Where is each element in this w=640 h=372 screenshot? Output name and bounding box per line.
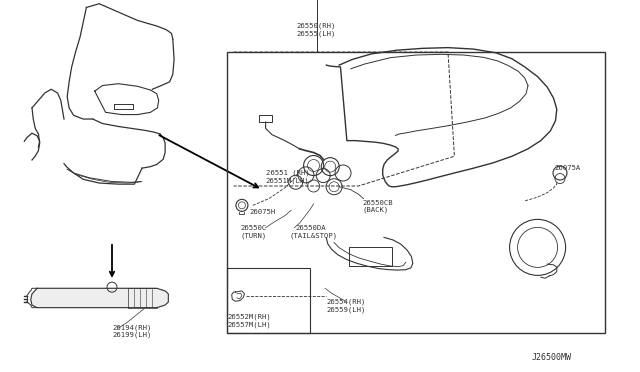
Text: 26199(LH): 26199(LH) <box>112 331 152 338</box>
Text: (BACK): (BACK) <box>363 207 389 214</box>
Text: 26075A: 26075A <box>554 165 580 171</box>
Text: 26550C: 26550C <box>240 225 266 231</box>
Text: 26550CB: 26550CB <box>363 200 394 206</box>
Text: 26555(LH): 26555(LH) <box>296 30 336 37</box>
Text: 26559(LH): 26559(LH) <box>326 306 366 313</box>
Text: 26552M(RH): 26552M(RH) <box>227 314 271 320</box>
Text: 26557M(LH): 26557M(LH) <box>227 321 271 328</box>
Bar <box>227 268 310 333</box>
Bar <box>349 247 392 266</box>
Text: (TAIL&STOP): (TAIL&STOP) <box>290 232 338 239</box>
Text: 26551M(LH): 26551M(LH) <box>266 177 309 184</box>
Polygon shape <box>31 288 168 308</box>
Text: J26500MW: J26500MW <box>531 353 571 362</box>
Text: 26075H: 26075H <box>250 209 276 215</box>
Text: 26194(RH): 26194(RH) <box>112 325 152 331</box>
Bar <box>227 52 605 333</box>
Text: 26554(RH): 26554(RH) <box>326 299 366 305</box>
Text: (TURN): (TURN) <box>240 232 266 239</box>
Text: 26550(RH): 26550(RH) <box>296 23 336 29</box>
Text: 26551 (RH): 26551 (RH) <box>266 170 309 176</box>
Text: 26550DA: 26550DA <box>296 225 326 231</box>
